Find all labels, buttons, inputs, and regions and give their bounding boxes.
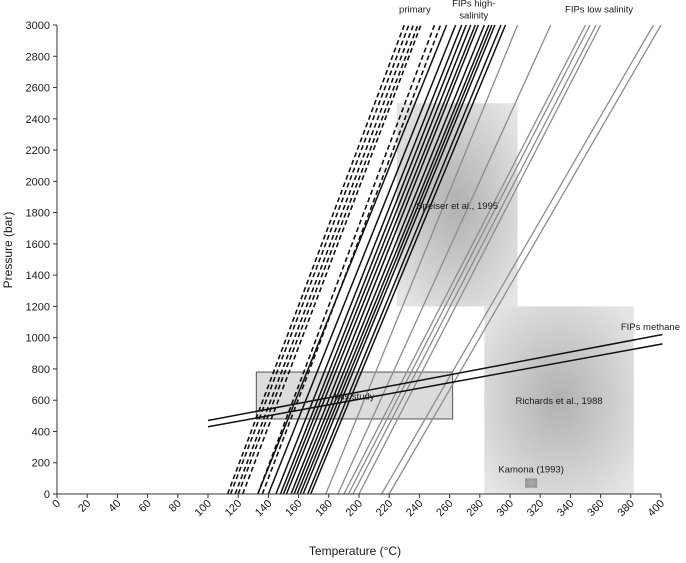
region-kamona-1993 xyxy=(525,478,538,488)
series-fips-high-salinity-line-6 xyxy=(285,24,476,494)
series-fips-high-salinity-line-8 xyxy=(293,24,486,494)
y-tick-label: 600 xyxy=(32,395,50,407)
y-tick-label: 2600 xyxy=(26,83,50,95)
x-tick-label: 320 xyxy=(525,498,546,519)
y-tick-label: 800 xyxy=(32,364,50,376)
region-richards-et-al-1988 xyxy=(484,306,634,494)
series-primary-line-3 xyxy=(234,24,415,494)
series-fips-high-salinity-line-2 xyxy=(267,24,457,494)
series-fips-high-salinity-line-11 xyxy=(302,24,496,494)
series-fips-high-salinity-line-4 xyxy=(279,24,467,494)
x-axis-title: Temperature (°C) xyxy=(309,544,401,558)
y-tick-label: 1600 xyxy=(26,239,50,251)
x-tick-label: 380 xyxy=(615,498,636,519)
y-tick-label: 400 xyxy=(32,426,50,438)
x-tick-label: 80 xyxy=(167,498,184,515)
x-tick-label: 40 xyxy=(106,498,123,515)
y-tick-label: 1000 xyxy=(26,333,50,345)
y-tick-label: 1200 xyxy=(26,301,50,313)
series-fips-low-salinity-line-8 xyxy=(388,24,662,494)
region-label-speiser-et-al-1995: Speiser et al., 1995 xyxy=(416,201,498,212)
series-primary-line-5 xyxy=(241,24,422,494)
region-label-this-study: this study xyxy=(334,392,374,403)
annotation-label: FIPs high- xyxy=(452,0,495,9)
annotation-label: FIPs low salinity xyxy=(565,4,633,15)
x-tick-label: 200 xyxy=(344,498,365,519)
series-fips-high-salinity-line-12 xyxy=(306,24,502,494)
annotation-label: salinity xyxy=(459,11,488,22)
x-tick-label: 20 xyxy=(76,498,93,515)
x-tick-label: 260 xyxy=(434,498,455,519)
series-fips-high-salinity-line-1 xyxy=(257,24,448,494)
series-fips-low-salinity-line-7 xyxy=(381,24,655,494)
series-fips-low-salinity-line-6 xyxy=(358,24,602,494)
series-primary-line-4 xyxy=(237,24,419,494)
x-tick-label: 360 xyxy=(585,498,606,519)
isochore-lines-layer xyxy=(207,24,663,494)
labels-layer: Speiser et al., 1995 Richards et al., 198… xyxy=(334,0,680,475)
series-fips-low-salinity-line-1 xyxy=(325,24,519,494)
x-tick-label: 160 xyxy=(283,498,304,519)
series-fips-low-salinity-line-4 xyxy=(347,24,591,494)
annotation-label: FIPs methane xyxy=(621,322,680,333)
series-primary-line-2 xyxy=(229,24,410,494)
series-fips-high-salinity-line-10 xyxy=(299,24,493,494)
series-fips-high-salinity-line-7 xyxy=(290,24,479,494)
x-tick-label: 140 xyxy=(253,498,274,519)
y-axis-title: Pressure (bar) xyxy=(1,212,15,289)
y-tick-label: 0 xyxy=(44,489,50,501)
x-tick-label: 300 xyxy=(495,498,516,519)
series-fips-low-salinity-line-2 xyxy=(337,24,552,494)
series-fips-high-salinity-line-3 xyxy=(275,24,463,494)
y-tick-label: 1400 xyxy=(26,270,50,282)
series-primary-line-6 xyxy=(257,24,436,494)
x-tick-label: 180 xyxy=(313,498,334,519)
y-tick-label: 2800 xyxy=(26,51,50,63)
x-tick-label: 220 xyxy=(374,498,395,519)
series-fips-high-salinity-line-5 xyxy=(282,24,472,494)
y-tick-label: 1800 xyxy=(26,208,50,220)
series-fips-low-salinity-line-3 xyxy=(343,24,587,494)
x-tick-label: 120 xyxy=(223,498,244,519)
region-label-richards-et-al-1988: Richards et al., 1988 xyxy=(516,396,603,407)
series-fips-methane-line-1 xyxy=(207,333,663,422)
series-primary-line-1 xyxy=(226,24,406,494)
y-tick-label: 2200 xyxy=(26,145,50,157)
x-tick-label: 340 xyxy=(555,498,576,519)
x-tick-label: 240 xyxy=(404,498,425,519)
series-fips-methane-line-2 xyxy=(207,343,663,428)
series-fips-low-salinity-line-5 xyxy=(352,24,597,494)
x-tick-label: 100 xyxy=(193,498,214,519)
x-tick-label: 280 xyxy=(464,498,485,519)
y-tick-label: 2400 xyxy=(26,114,50,126)
x-tick-label: 400 xyxy=(646,498,667,519)
y-tick-label: 200 xyxy=(32,458,50,470)
x-tick-label: 0 xyxy=(50,498,63,511)
series-fips-high-salinity-line-13 xyxy=(309,24,507,494)
y-tick-label: 3000 xyxy=(26,20,50,32)
region-label-kamona-1993: Kamona (1993) xyxy=(498,464,563,475)
y-tick-label: 2000 xyxy=(26,176,50,188)
x-tick-label: 60 xyxy=(137,498,154,515)
annotation-label: primary xyxy=(399,4,431,15)
series-fips-high-salinity-line-9 xyxy=(296,24,490,494)
